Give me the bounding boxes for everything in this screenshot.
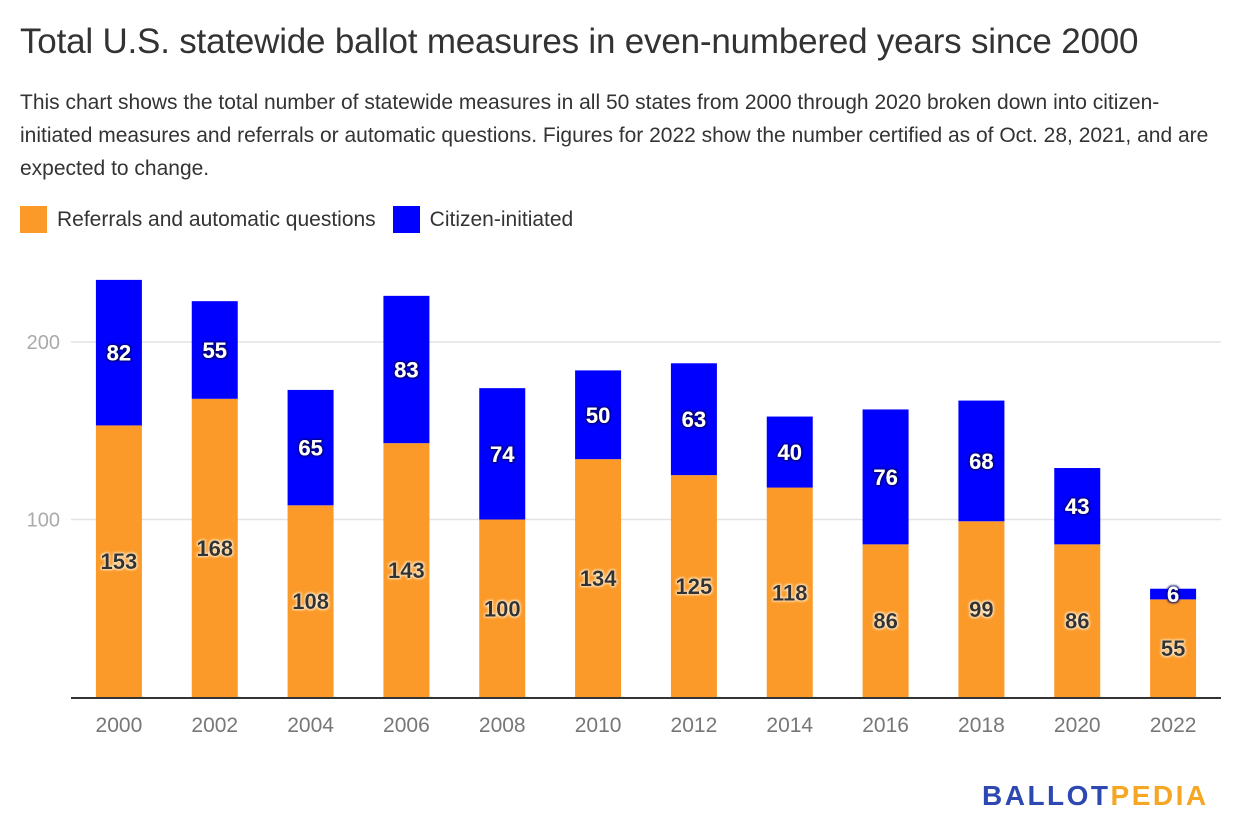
- legend-item-citizen: Citizen-initiated: [392, 206, 574, 233]
- bar-segment-referrals-2012: [670, 475, 717, 697]
- x-tick-label: 2020: [1054, 714, 1101, 737]
- bar-segment-referrals-2000: [95, 425, 142, 697]
- bar-segment-citizen-2006: [383, 295, 430, 444]
- bar-segment-referrals-2020: [1054, 544, 1101, 697]
- bar-segment-citizen-2012: [670, 363, 717, 476]
- data-label: 143: [388, 558, 425, 583]
- legend: Referrals and automatic questions Citize…: [20, 206, 590, 233]
- data-label: 76: [873, 465, 897, 490]
- data-label: 125: [676, 574, 713, 599]
- bar-segment-referrals-2008: [479, 519, 526, 697]
- bar-segment-citizen-2014: [766, 416, 813, 488]
- bar-segment-citizen-2010: [575, 370, 622, 460]
- legend-swatch-referrals: [20, 206, 47, 233]
- bar-segment-referrals-2006: [383, 443, 430, 697]
- x-tick-label: 2006: [383, 714, 430, 737]
- data-label: 55: [203, 338, 227, 363]
- label-layer: 153 82 168 55 108 65 143 83 100 74 134 50 125 63 118 40…: [101, 338, 1186, 661]
- x-tick-label: 2008: [479, 714, 526, 737]
- y-tick-label: 200: [27, 332, 60, 354]
- bar-segment-citizen-2008: [479, 388, 526, 520]
- bar-segment-referrals-2010: [575, 459, 622, 697]
- bar-segment-citizen-2002: [191, 301, 238, 399]
- legend-swatch-citizen: [392, 206, 420, 233]
- chart-title: Total U.S. statewide ballot measures in …: [20, 22, 1139, 61]
- x-tick-label: 2014: [766, 714, 813, 737]
- data-label: 118: [772, 580, 808, 605]
- data-label: 63: [682, 407, 706, 432]
- data-label: 40: [778, 440, 802, 465]
- data-label: 83: [394, 358, 418, 383]
- data-label: 43: [1065, 494, 1089, 519]
- x-tick-label: 2018: [958, 714, 1005, 737]
- bar-segment-citizen-2018: [958, 400, 1005, 522]
- data-label: 108: [292, 589, 329, 614]
- bar-segment-citizen-2020: [1054, 468, 1101, 545]
- y-tick-label: 100: [27, 510, 60, 532]
- x-tick-label: 2000: [96, 714, 143, 737]
- bar-segment-citizen-2016: [862, 409, 909, 545]
- x-tick-label: 2012: [671, 714, 718, 737]
- x-tick-label: 2022: [1150, 714, 1197, 737]
- bar-segment-referrals-2004: [287, 505, 334, 697]
- bar-segment-citizen-2022: [1150, 588, 1197, 600]
- legend-label-referrals: Referrals and automatic questions: [57, 207, 376, 231]
- data-label: 6: [1167, 582, 1179, 607]
- bar-segment-referrals-2018: [958, 521, 1005, 697]
- bar-segment-citizen-2004: [287, 389, 334, 506]
- legend-label-citizen: Citizen-initiated: [429, 207, 574, 231]
- data-label: 86: [1065, 609, 1089, 634]
- logo-part-pedia: PEDIA: [1110, 780, 1209, 811]
- chart-subtitle: This chart shows the total number of sta…: [20, 91, 1209, 180]
- x-tick-label: 2010: [575, 714, 622, 737]
- x-tick-label: 2002: [191, 714, 238, 737]
- bar-segment-referrals-2022: [1150, 599, 1197, 697]
- data-label: 134: [580, 566, 617, 591]
- bar-layer: [95, 279, 1197, 697]
- data-label: 99: [969, 597, 993, 622]
- bar-segment-referrals-2014: [766, 487, 813, 697]
- data-label: 74: [490, 442, 515, 467]
- axis-layer: 100 200 2000 2002 2004 2006 2008 2010 2012 2014 20…: [27, 332, 1221, 737]
- data-label: 50: [586, 403, 610, 428]
- data-label: 86: [873, 609, 897, 634]
- bar-segment-referrals-2002: [191, 398, 238, 697]
- data-label: 68: [969, 449, 993, 474]
- data-label: 55: [1161, 636, 1185, 661]
- bar-segment-citizen-2000: [95, 279, 142, 426]
- data-label: 168: [196, 536, 233, 561]
- data-label: 82: [107, 341, 131, 366]
- data-label: 100: [484, 596, 521, 621]
- ballotpedia-logo: BALLOTPEDIA: [982, 780, 1209, 812]
- x-tick-label: 2016: [862, 714, 909, 737]
- data-label: 65: [298, 436, 322, 461]
- data-label: 153: [101, 549, 138, 574]
- logo-part-ballot: BALLOT: [982, 780, 1111, 811]
- x-tick-label: 2004: [287, 714, 334, 737]
- bar-segment-referrals-2016: [862, 544, 909, 697]
- legend-item-referrals: Referrals and automatic questions: [20, 206, 376, 233]
- grid-layer: [71, 341, 1221, 521]
